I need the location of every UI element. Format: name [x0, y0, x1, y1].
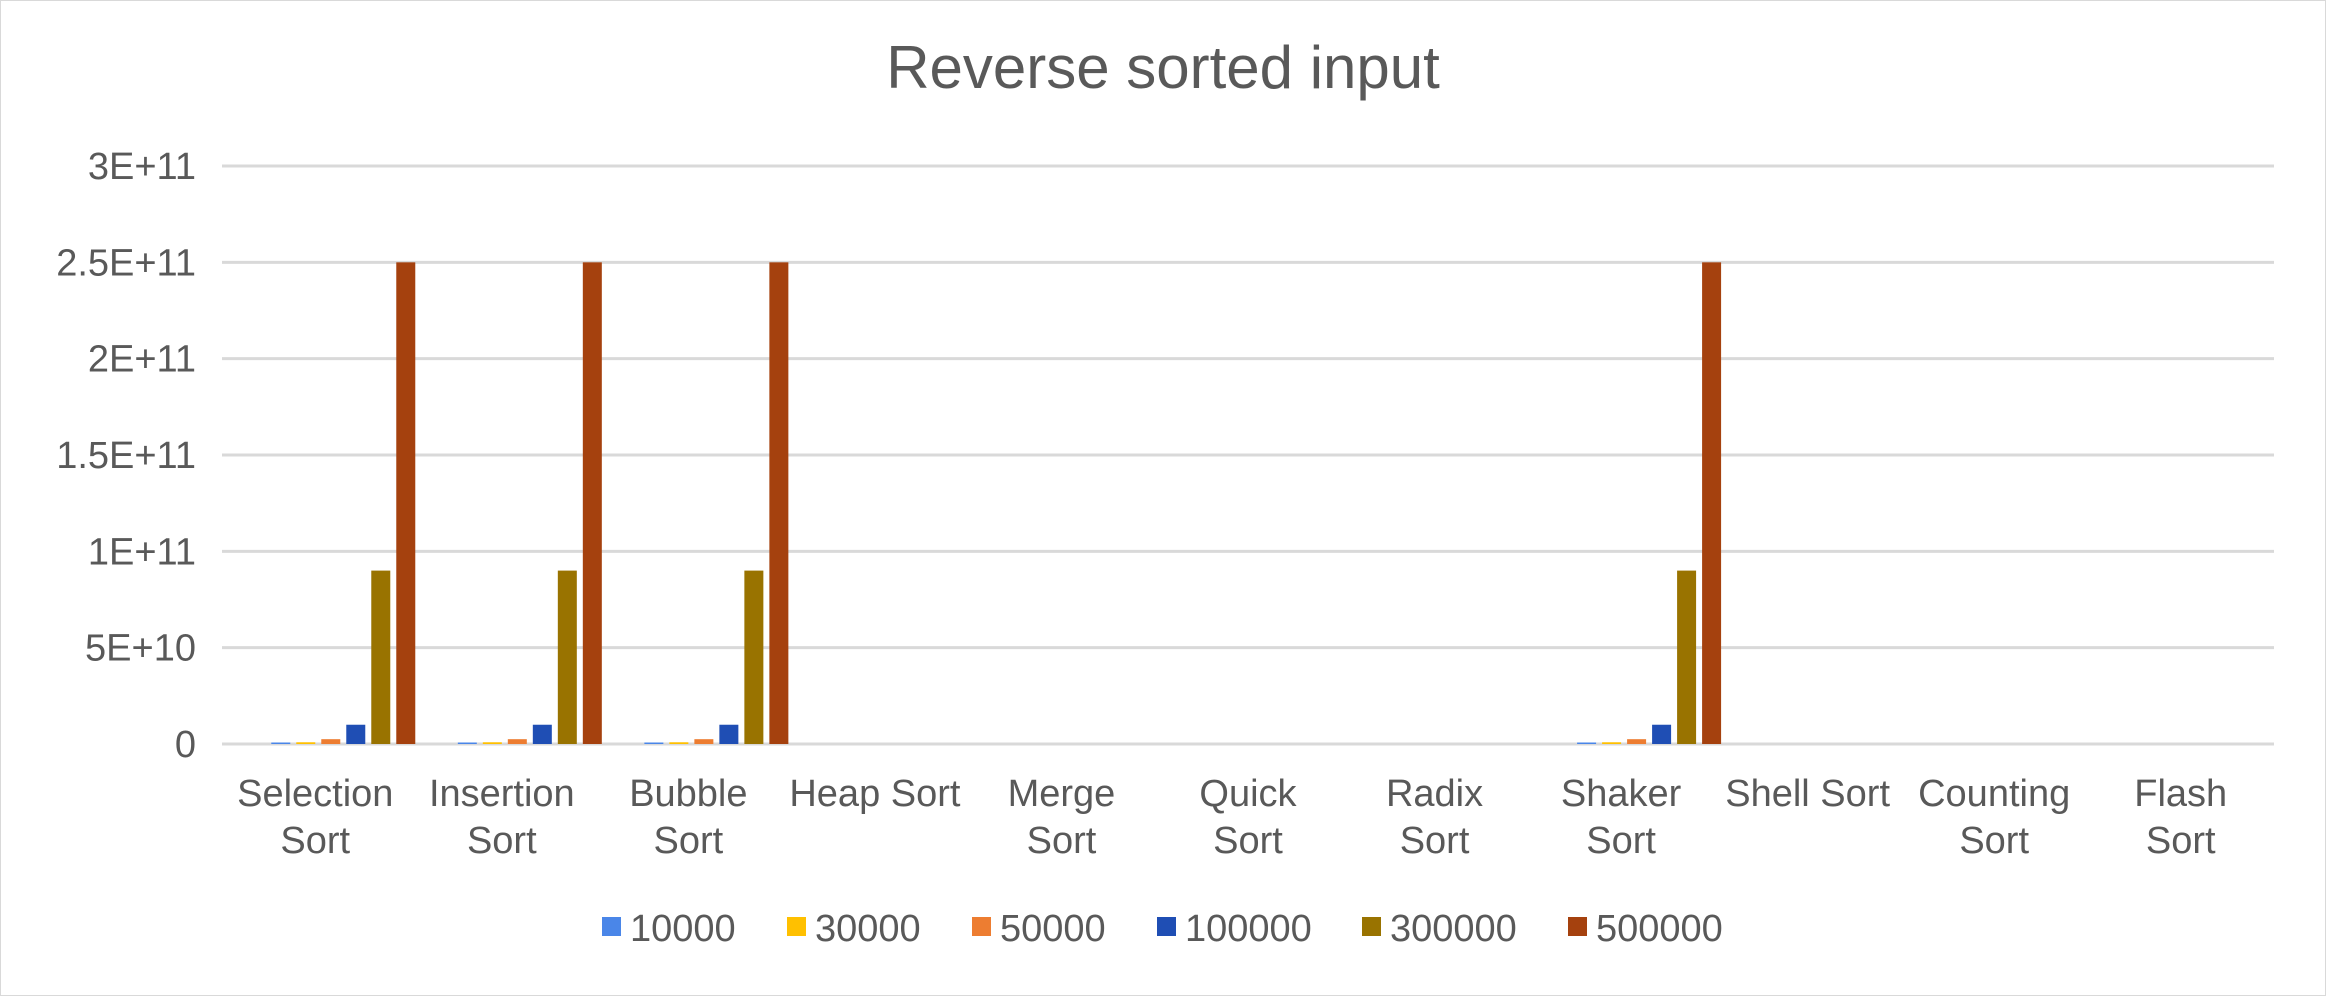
x-category-label: Merge — [1008, 773, 1116, 815]
legend-item: 500000 — [1568, 908, 1723, 950]
bar-30000 — [1602, 742, 1622, 744]
x-category-label: Sort — [1213, 820, 1283, 862]
legend-swatch — [1362, 917, 1381, 936]
x-category-label: Sort — [2146, 820, 2216, 862]
x-category-label: Radix — [1386, 773, 1483, 815]
bars — [271, 262, 1722, 744]
bar-100000 — [719, 724, 739, 744]
bar-50000 — [694, 739, 714, 744]
legend: 10000 30000 50000 100000 300000 500000 — [602, 908, 1723, 950]
bar-100000 — [1652, 724, 1672, 744]
bar-500000 — [1702, 262, 1722, 744]
legend-label: 300000 — [1390, 908, 1517, 950]
bar-300000 — [371, 570, 391, 744]
legend-swatch — [1568, 917, 1587, 936]
bar-10000 — [457, 742, 477, 744]
y-axis-ticks: 0 5E+10 1E+11 1.5E+11 2E+11 2.5E+11 3E+11 — [56, 146, 196, 766]
bar-50000 — [507, 739, 527, 744]
x-category-label: Shell Sort — [1725, 773, 1890, 815]
legend-label: 500000 — [1596, 908, 1723, 950]
x-category-label: Flash — [2134, 773, 2227, 815]
legend-item: 10000 — [602, 908, 736, 950]
legend-swatch — [602, 917, 621, 936]
x-category-label: Sort — [1959, 820, 2029, 862]
y-tick-label: 5E+10 — [85, 628, 196, 670]
legend-item: 100000 — [1157, 908, 1312, 950]
bar-500000 — [769, 262, 789, 744]
bar-10000 — [1577, 742, 1597, 744]
bar-100000 — [532, 724, 552, 744]
bar-300000 — [744, 570, 764, 744]
legend-label: 50000 — [1000, 908, 1106, 950]
x-category-label: Sort — [1586, 820, 1656, 862]
x-category-label: Quick — [1199, 773, 1297, 815]
legend-label: 30000 — [815, 908, 921, 950]
y-tick-label: 2.5E+11 — [56, 242, 196, 284]
bar-50000 — [1627, 739, 1647, 744]
x-category-label: Sort — [1400, 820, 1470, 862]
legend-swatch — [1157, 917, 1176, 936]
bar-10000 — [644, 742, 664, 744]
bar-30000 — [669, 742, 689, 744]
legend-swatch — [787, 917, 806, 936]
chart-title: Reverse sorted input — [886, 34, 1440, 101]
legend-item: 50000 — [972, 908, 1106, 950]
bar-10000 — [271, 742, 291, 744]
x-category-label: Sort — [280, 820, 350, 862]
x-axis-categories: Selection Sort Insertion Sort Bubble Sort Heap… — [237, 773, 2227, 862]
y-tick-label: 1.5E+11 — [56, 435, 196, 477]
bar-300000 — [557, 570, 577, 744]
bar-500000 — [582, 262, 602, 744]
x-category-label: Insertion — [429, 773, 575, 815]
bar-30000 — [482, 742, 502, 744]
bar-300000 — [1677, 570, 1697, 744]
y-tick-label: 0 — [175, 724, 196, 766]
x-category-label: Selection — [237, 773, 393, 815]
x-category-label: Heap Sort — [789, 773, 961, 815]
legend-item: 300000 — [1362, 908, 1517, 950]
legend-swatch — [972, 917, 991, 936]
legend-item: 30000 — [787, 908, 921, 950]
x-category-label: Bubble — [629, 773, 747, 815]
legend-label: 10000 — [630, 908, 736, 950]
bar-100000 — [346, 724, 366, 744]
x-category-label: Counting — [1918, 773, 2070, 815]
y-tick-label: 1E+11 — [88, 531, 196, 573]
y-tick-label: 2E+11 — [88, 339, 196, 381]
gridlines — [222, 164, 2274, 746]
y-tick-label: 3E+11 — [88, 146, 196, 188]
x-category-label: Sort — [1027, 820, 1097, 862]
bar-500000 — [396, 262, 416, 744]
bar-30000 — [296, 742, 316, 744]
x-category-label: Shaker — [1561, 773, 1682, 815]
bar-50000 — [321, 739, 341, 744]
x-category-label: Sort — [467, 820, 537, 862]
x-category-label: Sort — [654, 820, 724, 862]
legend-label: 100000 — [1185, 908, 1312, 950]
